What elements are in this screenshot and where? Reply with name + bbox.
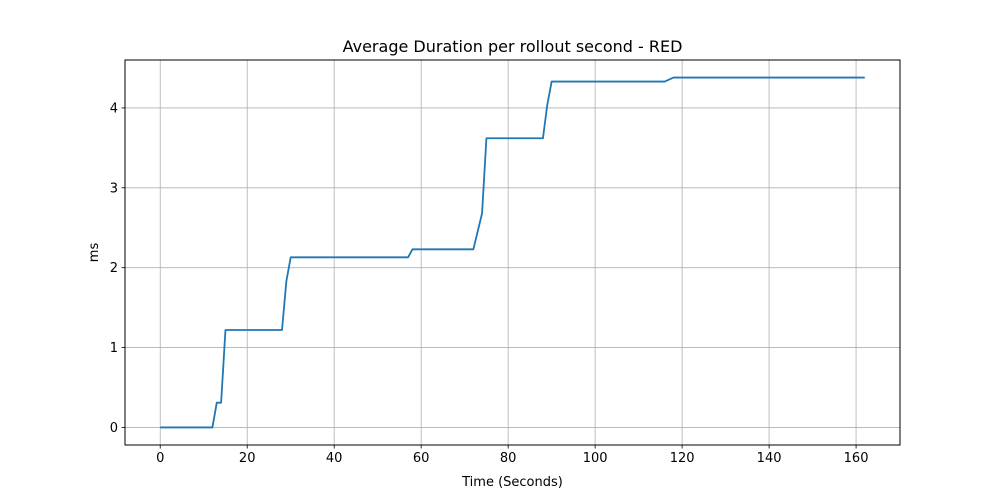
x-tick-label: 60 — [413, 451, 430, 466]
y-tick-label: 4 — [110, 101, 118, 116]
x-tick-label: 80 — [500, 451, 517, 466]
x-tick-label: 20 — [239, 451, 256, 466]
y-tick-label: 3 — [110, 181, 118, 196]
x-tick-label: 120 — [670, 451, 695, 466]
plot-frame — [124, 59, 901, 446]
chart-title: Average Duration per rollout second - RE… — [343, 37, 683, 56]
series-group — [160, 76, 865, 429]
x-tick-label: 140 — [757, 451, 782, 466]
x-tick-label: 40 — [326, 451, 343, 466]
series-line — [160, 76, 865, 429]
x-axis-label: Time (Seconds) — [461, 475, 563, 490]
x-tick-label: 100 — [583, 451, 608, 466]
y-tick-label: 1 — [110, 341, 118, 356]
grid-lines — [125, 60, 900, 445]
y-axis-label: ms — [87, 243, 102, 263]
x-tick-label: 160 — [844, 451, 869, 466]
x-axis-ticks: 0 20 40 60 80 100 120 140 160 — [156, 445, 868, 466]
y-tick-label: 2 — [110, 261, 118, 276]
y-tick-label: 0 — [110, 421, 118, 436]
y-axis-ticks: 0 1 2 3 4 — [110, 101, 125, 436]
x-tick-label: 0 — [156, 451, 164, 466]
